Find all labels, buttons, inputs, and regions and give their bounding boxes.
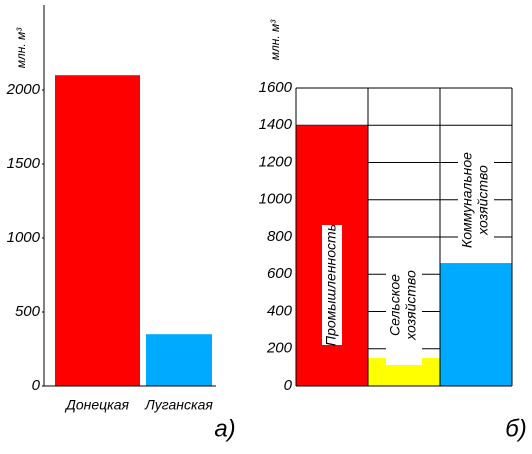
label-background (458, 140, 494, 260)
y-tick-label: 1500 (7, 155, 41, 172)
y-tick-label: 500 (15, 303, 41, 320)
y-tick-label: 1200 (259, 153, 293, 170)
x-tick-label: Донецкая (64, 397, 130, 413)
caption: а) (214, 415, 235, 442)
y-tick-label: 1400 (259, 116, 293, 133)
y-tick-label: 1600 (259, 79, 293, 96)
category-label: хозяйство (403, 270, 419, 341)
y-tick-label: 600 (267, 265, 293, 282)
y-tick-label: 200 (266, 340, 293, 357)
caption: б) (505, 415, 527, 442)
category-label: Промышленность (323, 224, 339, 346)
category-label: хозяйство (475, 165, 491, 236)
y-tick-label: 400 (267, 302, 293, 319)
y-axis-label: млн. м³ (14, 27, 28, 68)
bar (146, 334, 212, 386)
y-tick-label: 1000 (7, 229, 41, 246)
bar (440, 263, 512, 386)
y-axis-label: млн. м³ (268, 19, 282, 60)
label-background (322, 225, 342, 345)
y-tick-label: 1000 (259, 191, 293, 208)
x-tick-label: Луганская (144, 397, 213, 413)
category-label: Коммунальное (459, 152, 475, 248)
y-tick-label: 800 (267, 228, 293, 245)
y-tick-label: 0 (32, 377, 41, 394)
label-background (386, 245, 422, 365)
y-tick-label: 0 (284, 377, 293, 394)
y-tick-label: 2000 (6, 81, 41, 98)
bar (55, 75, 140, 386)
category-label: Сельское (387, 274, 403, 336)
